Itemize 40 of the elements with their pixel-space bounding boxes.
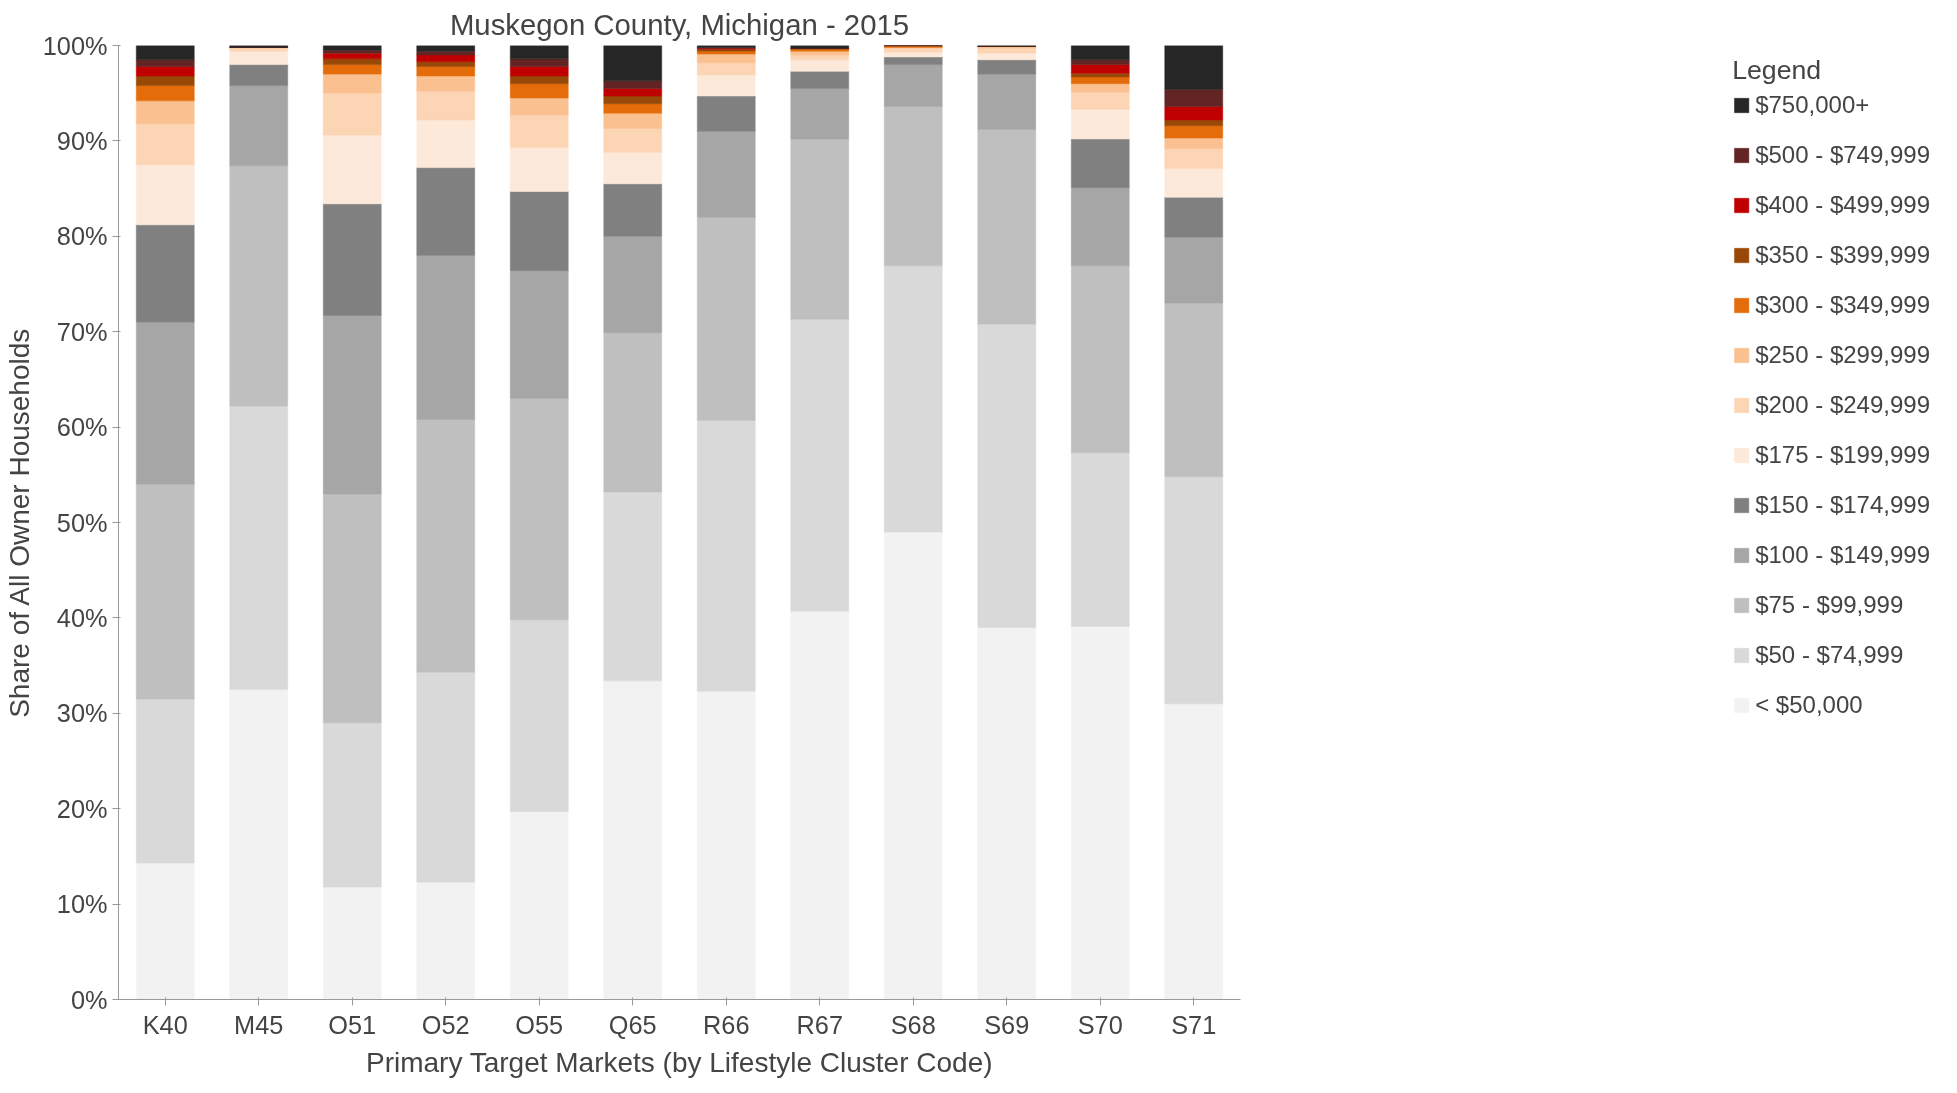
x-tick-label: R67 — [796, 1010, 843, 1039]
x-tick-label: Q65 — [608, 1010, 657, 1039]
legend-label: $300 - $349,999 — [1755, 291, 1930, 319]
legend-label: $50 - $74,999 — [1755, 641, 1904, 669]
legend-label: $75 - $99,999 — [1755, 591, 1904, 619]
legend-label: $350 - $399,999 — [1755, 241, 1930, 269]
x-tick-label: S70 — [1077, 1010, 1123, 1039]
y-axis-title: Share of All Owner Households — [3, 328, 35, 718]
legend-title: Legend — [1732, 55, 1823, 86]
x-tick-label: M45 — [234, 1010, 284, 1039]
x-tick-label: R66 — [703, 1010, 750, 1039]
legend-label: $150 - $174,999 — [1755, 491, 1930, 519]
legend-label: $250 - $299,999 — [1755, 341, 1930, 369]
x-tick-label: O51 — [328, 1010, 377, 1039]
y-tick-label: 90% — [56, 126, 108, 155]
x-tick-label: O55 — [515, 1010, 564, 1039]
y-tick-label: 20% — [56, 794, 108, 823]
y-tick-label: 70% — [56, 317, 108, 346]
legend-label: $750,000+ — [1755, 91, 1870, 119]
x-tick-label: K40 — [142, 1010, 188, 1039]
y-tick-label: 30% — [56, 699, 108, 728]
y-tick-label: 100% — [42, 31, 108, 60]
y-tick-label: 40% — [56, 603, 108, 632]
y-tick-label: 50% — [56, 508, 108, 537]
legend-label: $400 - $499,999 — [1755, 191, 1930, 219]
legend-label: < $50,000 — [1755, 691, 1863, 719]
x-axis-title: Primary Target Markets (by Lifestyle Cluster Code) — [365, 1046, 993, 1078]
legend-label: $200 - $249,999 — [1755, 391, 1930, 419]
x-tick-label: S71 — [1171, 1010, 1217, 1039]
legend-label: $175 - $199,999 — [1755, 441, 1930, 469]
legend-label: $100 - $149,999 — [1755, 541, 1930, 569]
y-tick-label: 80% — [56, 222, 108, 251]
y-tick-label: 0% — [70, 985, 108, 1014]
x-tick-label: S69 — [984, 1010, 1030, 1039]
chart-title: Muskegon County, Michigan - 2015 — [449, 7, 910, 41]
y-tick-label: 60% — [56, 413, 108, 442]
y-tick-label: 10% — [56, 890, 108, 919]
x-tick-label: O52 — [421, 1010, 470, 1039]
x-tick-label: S68 — [890, 1010, 936, 1039]
legend-label: $500 - $749,999 — [1755, 141, 1930, 169]
